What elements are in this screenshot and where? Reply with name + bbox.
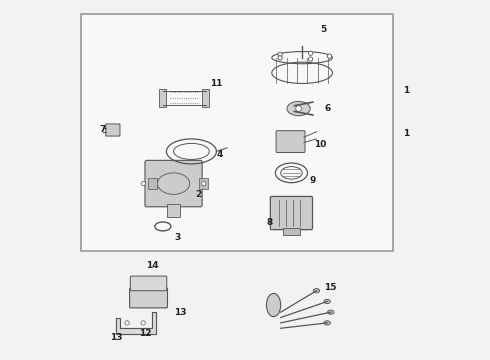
Bar <box>148 178 157 189</box>
Circle shape <box>278 52 282 57</box>
Text: 15: 15 <box>324 283 337 292</box>
Bar <box>159 89 167 107</box>
Circle shape <box>278 56 282 60</box>
Text: 3: 3 <box>174 233 180 242</box>
Text: 1: 1 <box>403 129 409 138</box>
FancyBboxPatch shape <box>106 124 120 136</box>
Circle shape <box>296 106 301 111</box>
Bar <box>167 204 180 217</box>
Circle shape <box>202 181 206 186</box>
Ellipse shape <box>287 102 310 116</box>
Ellipse shape <box>324 321 330 325</box>
Text: 5: 5 <box>320 26 327 35</box>
FancyBboxPatch shape <box>270 197 313 230</box>
Circle shape <box>141 321 146 325</box>
Ellipse shape <box>327 310 334 314</box>
Text: 13: 13 <box>110 333 122 342</box>
Circle shape <box>327 54 332 58</box>
Bar <box>202 89 209 107</box>
Text: 14: 14 <box>146 261 158 270</box>
Bar <box>283 228 300 235</box>
FancyBboxPatch shape <box>130 276 167 291</box>
Polygon shape <box>117 312 156 334</box>
Circle shape <box>141 181 146 186</box>
Ellipse shape <box>267 293 281 317</box>
Text: 11: 11 <box>210 79 222 88</box>
Text: 10: 10 <box>314 140 326 149</box>
Ellipse shape <box>313 289 319 293</box>
Text: 7: 7 <box>99 126 105 135</box>
Circle shape <box>125 321 129 325</box>
Bar <box>199 178 208 189</box>
Text: 9: 9 <box>310 176 316 185</box>
Text: 1: 1 <box>403 86 409 95</box>
Text: 2: 2 <box>196 190 202 199</box>
FancyBboxPatch shape <box>81 14 393 251</box>
FancyBboxPatch shape <box>145 160 202 207</box>
Text: 8: 8 <box>267 219 273 228</box>
Text: 6: 6 <box>324 104 330 113</box>
Text: 4: 4 <box>217 150 223 159</box>
FancyBboxPatch shape <box>276 131 305 153</box>
Text: 13: 13 <box>174 308 187 317</box>
Circle shape <box>309 51 313 55</box>
Circle shape <box>309 57 313 61</box>
Text: 12: 12 <box>139 329 151 338</box>
FancyBboxPatch shape <box>130 288 168 308</box>
Ellipse shape <box>324 299 330 303</box>
